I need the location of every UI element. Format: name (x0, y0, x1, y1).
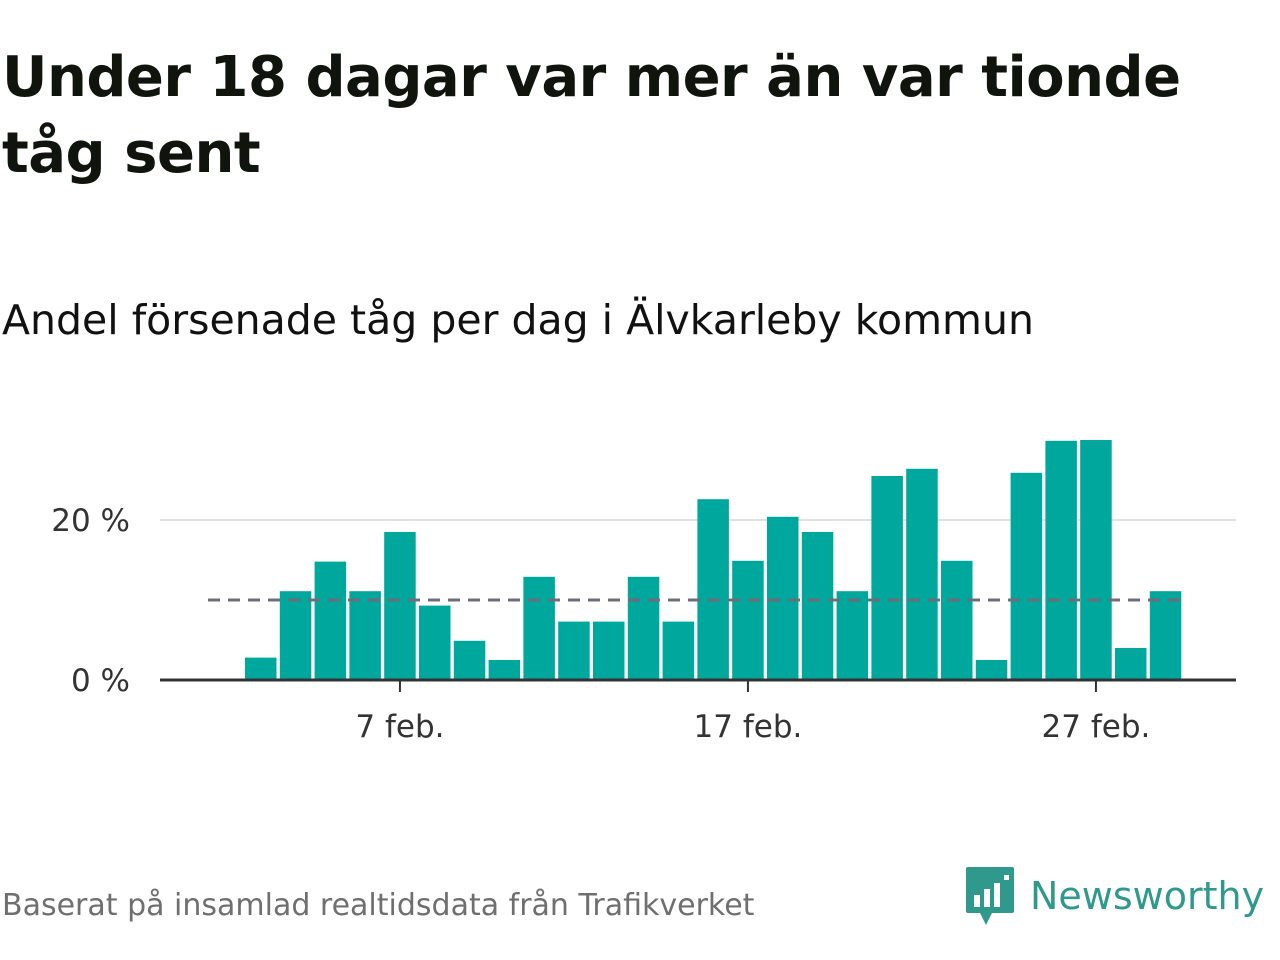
bar (801, 532, 834, 680)
bar (975, 660, 1008, 680)
bar-chart: 0 % 20 % 7 feb. 17 feb. 27 feb. (51, 440, 1236, 745)
bar (384, 532, 416, 680)
bar (941, 560, 973, 680)
bar (1010, 472, 1043, 680)
x-tick-label: 7 feb. (355, 709, 444, 745)
bar (836, 591, 869, 680)
y-axis-labels: 0 % 20 % (51, 503, 130, 699)
bar (662, 621, 695, 680)
bar (593, 621, 625, 680)
bar (767, 516, 799, 680)
bar (453, 640, 486, 680)
bar (906, 468, 938, 680)
bar (871, 476, 903, 680)
bar (627, 576, 660, 680)
bar (1045, 440, 1077, 680)
bar (523, 576, 555, 680)
x-axis (160, 678, 1236, 692)
bar (558, 621, 590, 680)
x-axis-labels: 7 feb. 17 feb. 27 feb. (355, 709, 1150, 745)
bar (488, 660, 521, 680)
chart-subtitle: Andel försenade tåg per dag i Älvkarleby… (2, 296, 1034, 344)
x-tick-label: 17 feb. (694, 709, 803, 745)
y-tick-label: 20 % (51, 503, 130, 539)
source-note: Baserat på insamlad realtidsdata från Tr… (2, 888, 755, 923)
y-tick-label: 0 % (71, 663, 130, 699)
bar (419, 605, 451, 680)
bar (697, 499, 729, 680)
bar (1115, 648, 1147, 680)
chart-title: Under 18 dagar var mer än var tionde tåg… (2, 45, 1181, 186)
bar (732, 560, 764, 680)
bar (1080, 440, 1112, 680)
bar (245, 657, 277, 680)
bar (349, 591, 381, 680)
newsworthy-brand[interactable]: Newsworthy (964, 864, 1264, 928)
newsworthy-logo-icon (966, 867, 1014, 925)
bar (279, 591, 312, 680)
bar (1149, 591, 1182, 680)
bar (314, 561, 347, 680)
bars (245, 440, 1182, 680)
brand-name: Newsworthy (1030, 874, 1265, 918)
x-tick-label: 27 feb. (1042, 709, 1151, 745)
